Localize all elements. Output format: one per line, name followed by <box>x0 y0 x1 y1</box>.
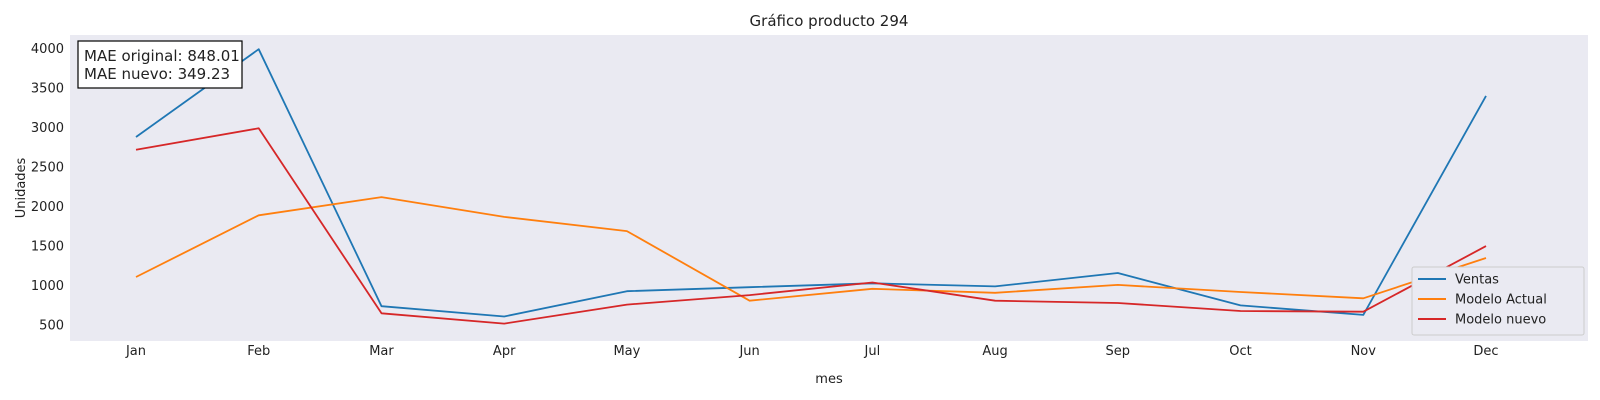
x-tick-label: Apr <box>493 344 516 359</box>
y-tick-label: 2500 <box>31 161 64 176</box>
y-tick-label: 1500 <box>31 240 64 255</box>
legend-label: Modelo nuevo <box>1455 313 1546 328</box>
y-tick-label: 2000 <box>31 200 64 215</box>
y-axis-label: Unidades <box>14 157 29 218</box>
x-tick-label: Jan <box>125 344 146 359</box>
mae-annotation-box <box>77 40 243 89</box>
x-tick-label: Oct <box>1229 344 1251 359</box>
plot-area <box>70 35 1588 341</box>
mae-annotation: MAE original: 848.01 MAE nuevo: 349.23 <box>77 40 243 89</box>
chart-title: Gráfico producto 294 <box>750 12 909 30</box>
y-tick-labels: 500 1000 1500 2000 2500 3000 3500 4000 <box>31 42 64 334</box>
mae-original-text: MAE original: 848.01 <box>84 47 240 65</box>
legend-label: Modelo Actual <box>1455 293 1547 308</box>
x-tick-label: Nov <box>1351 344 1377 359</box>
legend-label: Ventas <box>1455 273 1499 288</box>
legend-box <box>1411 266 1585 336</box>
x-tick-label: Aug <box>982 344 1007 359</box>
series-lines <box>135 48 1487 325</box>
y-tick-label: 3000 <box>31 121 64 136</box>
series-line-modelo-nuevo <box>135 127 1487 325</box>
legend: Ventas Modelo Actual Modelo nuevo <box>1411 266 1585 336</box>
series-line-modelo-actual <box>135 196 1487 302</box>
y-tick-label: 500 <box>39 319 64 334</box>
mae-nuevo-text: MAE nuevo: 349.23 <box>84 65 230 83</box>
y-tick-label: 3500 <box>31 81 64 96</box>
x-tick-label: Jul <box>864 344 881 359</box>
y-tick-label: 1000 <box>31 279 64 294</box>
x-tick-label: Sep <box>1106 344 1131 359</box>
x-tick-labels: Jan Feb Mar Apr May Jun Jul Aug Sep Oct Nov Dec <box>125 344 1499 359</box>
x-tick-label: Mar <box>369 344 394 359</box>
x-tick-label: May <box>613 344 640 359</box>
x-axis-label: mes <box>815 372 843 387</box>
x-tick-label: Feb <box>247 344 270 359</box>
x-tick-label: Dec <box>1473 344 1498 359</box>
x-tick-label: Jun <box>738 344 759 359</box>
series-line-ventas <box>135 48 1487 318</box>
y-tick-label: 4000 <box>31 42 64 57</box>
